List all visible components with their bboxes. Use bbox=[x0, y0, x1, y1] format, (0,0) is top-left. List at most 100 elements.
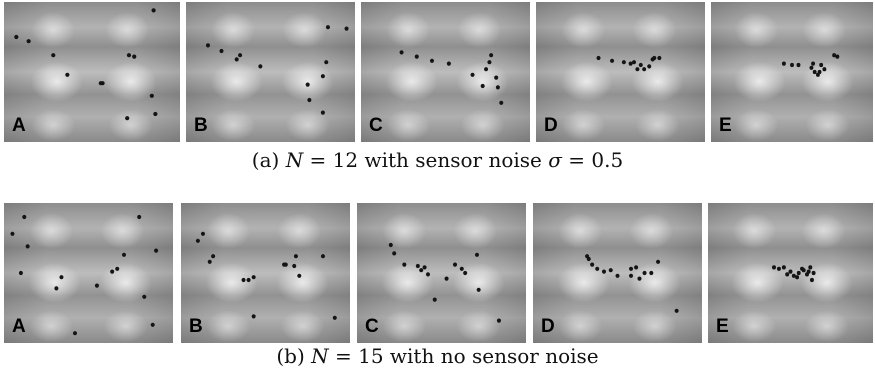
caption-n-value: = 12 bbox=[303, 148, 359, 172]
robot-dot bbox=[246, 277, 251, 283]
robot-dot bbox=[195, 238, 200, 243]
caption-sigma-symbol: σ bbox=[548, 148, 562, 172]
dots-a-0 bbox=[14, 8, 158, 121]
robot-dot bbox=[149, 93, 154, 98]
robot-dot bbox=[234, 57, 239, 62]
robot-dot bbox=[631, 60, 637, 65]
robot-dot bbox=[54, 286, 59, 291]
robot-dot bbox=[496, 318, 501, 323]
robot-dot bbox=[10, 231, 15, 236]
robot-dot bbox=[307, 97, 312, 103]
panel-label: A bbox=[12, 115, 26, 136]
caption-a: (a) N = 12 with sensor noise σ = 0.5 bbox=[0, 148, 875, 172]
robot-dot bbox=[459, 266, 464, 271]
robot-dot bbox=[811, 61, 816, 66]
robot-dot bbox=[154, 248, 159, 253]
panel-row-a: A B C D E bbox=[0, 2, 875, 142]
robot-dot bbox=[219, 48, 224, 54]
robot-dot bbox=[657, 55, 662, 61]
robot-dot bbox=[812, 69, 817, 75]
panel-b-B: B bbox=[181, 203, 350, 343]
robot-dot bbox=[601, 269, 607, 274]
panel-label: B bbox=[194, 115, 208, 136]
robot-dot bbox=[772, 265, 776, 270]
panel-label: A bbox=[12, 316, 26, 337]
robot-dot bbox=[637, 276, 642, 281]
robot-dot bbox=[100, 81, 105, 86]
robot-dot bbox=[832, 53, 837, 58]
panel-a-D: D bbox=[536, 2, 705, 142]
panel-a-B: B bbox=[186, 2, 355, 142]
robot-dot bbox=[51, 53, 56, 58]
caption-n-symbol: N bbox=[285, 148, 304, 172]
robot-dot bbox=[484, 67, 489, 72]
robot-dot bbox=[388, 242, 393, 248]
robot-dot bbox=[642, 67, 647, 72]
robot-dot bbox=[293, 254, 298, 259]
robot-dot bbox=[635, 67, 640, 72]
robot-dot bbox=[634, 265, 639, 270]
robot-dot bbox=[325, 25, 330, 30]
panel-a-A: A bbox=[4, 2, 180, 142]
robot-dot bbox=[586, 256, 591, 262]
panel-label: C bbox=[369, 115, 383, 136]
panel-b-C: C bbox=[357, 203, 526, 343]
caption-prefix: (b) bbox=[276, 344, 312, 368]
robot-dot bbox=[320, 74, 325, 79]
robot-dot bbox=[480, 83, 485, 89]
robot-dot bbox=[487, 60, 492, 65]
robot-dot bbox=[647, 64, 652, 69]
robot-dot bbox=[305, 82, 310, 87]
robot-dot bbox=[150, 322, 155, 327]
robot-dot bbox=[495, 85, 500, 90]
panel-a-E: E bbox=[711, 2, 873, 142]
dots-a-3 bbox=[596, 55, 662, 72]
robot-dot bbox=[596, 55, 601, 61]
panel-row-b: A B C D E bbox=[0, 203, 875, 343]
robot-dot bbox=[415, 263, 420, 269]
robot-dot bbox=[817, 69, 822, 75]
robot-dot bbox=[26, 39, 31, 44]
robot-dot bbox=[785, 272, 790, 277]
panel-label: D bbox=[541, 316, 555, 337]
robot-dot bbox=[806, 269, 811, 274]
robot-dot bbox=[94, 283, 99, 288]
dots-b-0 bbox=[10, 214, 159, 336]
robot-dot bbox=[432, 297, 437, 302]
robot-dot bbox=[452, 262, 458, 267]
robot-dot bbox=[595, 266, 600, 271]
robot-dot bbox=[14, 34, 19, 40]
robot-dot bbox=[125, 116, 130, 121]
robot-dot bbox=[642, 270, 647, 276]
robot-dot bbox=[489, 53, 494, 58]
robot-dot bbox=[788, 269, 793, 274]
panel-label: B bbox=[189, 316, 203, 337]
robot-dot bbox=[25, 244, 30, 249]
robot-dot bbox=[608, 268, 613, 273]
robot-dot bbox=[499, 100, 504, 105]
robot-dot bbox=[414, 54, 419, 59]
robot-dot bbox=[72, 331, 78, 336]
robot-dot bbox=[18, 270, 23, 276]
robot-dot bbox=[121, 252, 127, 257]
robot-dot bbox=[610, 58, 615, 63]
robot-dot bbox=[628, 273, 634, 278]
robot-dot bbox=[65, 72, 70, 77]
robot-dot bbox=[211, 254, 216, 259]
robot-dot bbox=[241, 277, 246, 283]
robot-dot bbox=[402, 262, 407, 267]
robot-dot bbox=[628, 266, 634, 271]
robot-dot bbox=[796, 270, 801, 276]
robot-dot bbox=[791, 273, 796, 278]
robot-dot bbox=[494, 75, 499, 80]
robot-dot bbox=[22, 214, 27, 220]
robot-dot bbox=[137, 214, 142, 220]
robot-dot bbox=[392, 251, 397, 256]
caption-prefix: (a) bbox=[251, 148, 286, 172]
robot-dot bbox=[781, 265, 786, 270]
robot-dot bbox=[809, 65, 814, 70]
robot-dot bbox=[656, 259, 661, 264]
robot-dot bbox=[292, 263, 297, 269]
caption-text: with sensor noise bbox=[358, 148, 549, 172]
dots-a-1 bbox=[205, 25, 349, 115]
